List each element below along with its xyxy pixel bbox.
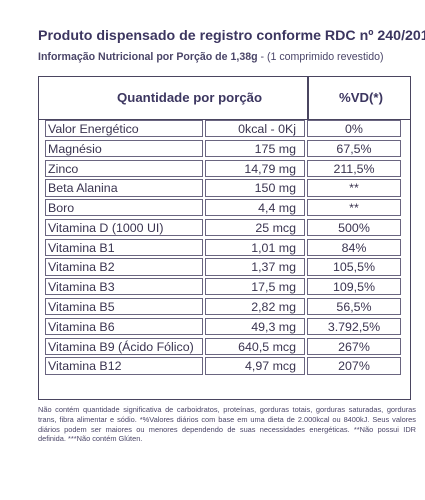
nutrient-amount: 4,97 mcg [205, 357, 305, 375]
page-title: Produto dispensado de registro conforme … [38, 28, 425, 44]
nutrient-name: Boro [45, 199, 203, 217]
nutrient-vd: 105,5% [307, 258, 401, 276]
nutrient-vd: 84% [307, 238, 401, 256]
nutrient-name: Zinco [45, 159, 203, 177]
nutrient-name: Vitamina B9 (Ácido Fólico) [45, 337, 203, 355]
nutrient-name: Beta Alanina [45, 179, 203, 197]
nutrient-vd: 67,5% [307, 139, 401, 157]
table-row: Zinco 14,79 mg 211,5% [45, 159, 401, 177]
nutrient-name: Vitamina B12 [45, 357, 203, 375]
table-row: Beta Alanina 150 mg ** [45, 179, 401, 197]
nutrient-name: Valor Energético [45, 120, 203, 138]
nutrient-name: Vitamina B5 [45, 298, 203, 316]
nutrient-name: Magnésio [45, 139, 203, 157]
footnote: Não contém quantidade significativa de c… [38, 405, 416, 444]
nutrient-vd: 0% [307, 120, 401, 138]
nutrient-vd: 500% [307, 218, 401, 237]
nutrient-amount: 14,79 mg [205, 159, 305, 177]
serving-info-rest: - (1 comprimido revestido) [257, 51, 384, 63]
nutrient-vd: ** [307, 179, 401, 197]
nutrient-amount: 0kcal - 0Kj [205, 120, 305, 138]
serving-info-bold: Informação Nutricional por Porção de 1,3… [38, 51, 258, 63]
nutrition-table: Quantidade por porção %VD(*) Valor Energ… [38, 76, 411, 400]
nutrient-amount: 4,4 mg [205, 199, 305, 217]
nutrient-amount: 25 mcg [205, 218, 305, 237]
nutrient-amount: 1,01 mg [205, 238, 305, 256]
nutrient-amount: 49,3 mg [205, 317, 305, 335]
nutrient-name: Vitamina D (1000 UI) [45, 218, 203, 237]
header-quantity: Quantidade por porção [117, 90, 263, 105]
nutrient-vd: 109,5% [307, 278, 401, 296]
nutrient-name: Vitamina B3 [45, 278, 203, 296]
nutrient-amount: 2,82 mg [205, 298, 305, 316]
table-row: Vitamina B12 4,97 mcg 207% [45, 357, 401, 375]
nutrient-name: Vitamina B2 [45, 258, 203, 276]
header-vd: %VD(*) [339, 90, 383, 105]
table-row: Magnésio 175 mg 67,5% [45, 139, 401, 157]
serving-info: Informação Nutricional por Porção de 1,3… [38, 51, 423, 63]
nutrient-vd: 211,5% [307, 159, 401, 177]
nutrient-name: Vitamina B1 [45, 238, 203, 256]
nutrient-vd: 3.792,5% [307, 317, 401, 335]
table-row: Vitamina B9 (Ácido Fólico) 640,5 mcg 267% [45, 337, 401, 355]
table-row: Boro 4,4 mg ** [45, 199, 401, 217]
table-body: Valor Energético 0kcal - 0Kj 0% Magnésio 17… [45, 120, 401, 377]
nutrient-amount: 1,37 mg [205, 258, 305, 276]
nutrient-name: Vitamina B6 [45, 317, 203, 335]
nutrient-amount: 175 mg [205, 139, 305, 157]
nutrient-vd: 56,5% [307, 298, 401, 316]
table-row: Vitamina B2 1,37 mg 105,5% [45, 258, 401, 276]
nutrient-vd: 267% [307, 337, 401, 355]
header-divider [307, 77, 309, 119]
table-row: Vitamina B6 49,3 mg 3.792,5% [45, 317, 401, 335]
table-row: Vitamina B5 2,82 mg 56,5% [45, 298, 401, 316]
nutrient-amount: 640,5 mcg [205, 337, 305, 355]
nutrient-amount: 150 mg [205, 179, 305, 197]
table-row: Vitamina B1 1,01 mg 84% [45, 238, 401, 256]
nutrient-vd: 207% [307, 357, 401, 375]
nutrient-vd: ** [307, 199, 401, 217]
nutrient-amount: 17,5 mg [205, 278, 305, 296]
table-row: Valor Energético 0kcal - 0Kj 0% [45, 120, 401, 138]
table-row: Vitamina D (1000 UI) 25 mcg 500% [45, 218, 401, 237]
table-header: Quantidade por porção %VD(*) [39, 77, 410, 120]
table-row: Vitamina B3 17,5 mg 109,5% [45, 278, 401, 296]
